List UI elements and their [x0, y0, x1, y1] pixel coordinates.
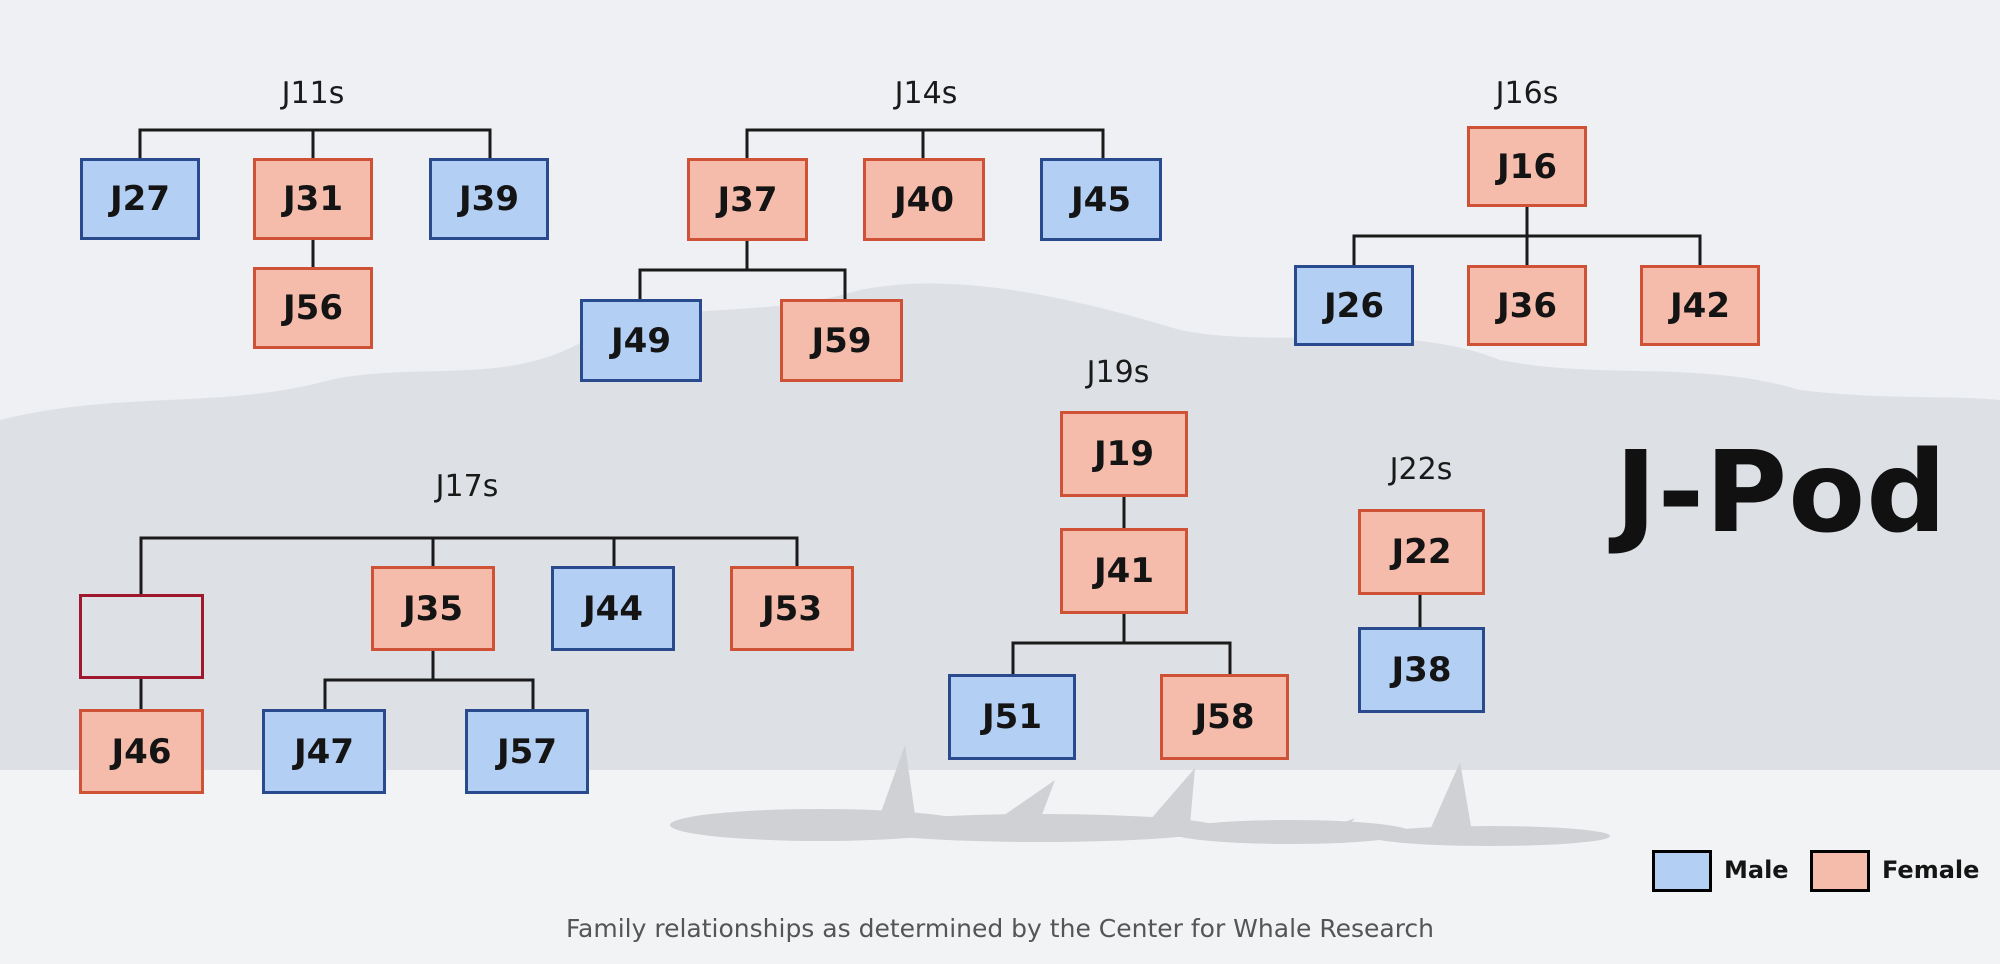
whale-j26: J26: [1294, 265, 1414, 346]
whale-j57: J57: [465, 709, 589, 794]
legend-female-swatch: [1810, 850, 1870, 892]
group-label-j11s: J11s: [281, 76, 345, 111]
whale-j38: J38: [1358, 627, 1485, 713]
whale-j49: J49: [580, 299, 702, 382]
whale-j44: J44: [551, 566, 675, 651]
connector-j16s: [1352, 206, 1702, 266]
whale-j27: J27: [80, 158, 200, 240]
orca-silhouettes-icon: [670, 745, 1610, 846]
whale-j53: J53: [730, 566, 854, 651]
connector-j19s: [1011, 496, 1232, 675]
whale-j46: J46: [79, 709, 204, 794]
whale-j47: J47: [262, 709, 386, 794]
group-label-j22s: J22s: [1389, 452, 1453, 487]
group-label-j19s: J19s: [1086, 355, 1150, 390]
whale-j39: J39: [429, 158, 549, 240]
source-caption: Family relationships as determined by th…: [565, 914, 1435, 943]
whale-j16: J16: [1467, 126, 1587, 207]
whale-j51: J51: [948, 674, 1076, 760]
whale-j35: J35: [371, 566, 495, 651]
whale-j19: J19: [1060, 411, 1188, 497]
connector-j11s: [138, 128, 492, 268]
diagram-title: J-Pod: [1615, 428, 1948, 558]
connector-j14s: [638, 128, 1105, 300]
whale-j37: J37: [687, 158, 808, 241]
group-label-j14s: J14s: [894, 76, 958, 111]
legend-male-swatch: [1652, 850, 1712, 892]
whale-j42: J42: [1640, 265, 1760, 346]
whale-j22: J22: [1358, 509, 1485, 595]
whale-j58: J58: [1160, 674, 1289, 760]
legend-male-label: Male: [1724, 856, 1789, 884]
whale-j40: J40: [863, 158, 985, 241]
whale-unknown: [79, 594, 204, 679]
whale-j59: J59: [780, 299, 903, 382]
whale-j31: J31: [253, 158, 373, 240]
whale-j45: J45: [1040, 158, 1162, 241]
connector-j17s: [139, 536, 799, 710]
group-label-j17s: J17s: [435, 469, 499, 504]
whale-j36: J36: [1467, 265, 1587, 346]
whale-j41: J41: [1060, 528, 1188, 614]
legend-female-label: Female: [1882, 856, 1980, 884]
group-label-j16s: J16s: [1495, 76, 1559, 111]
whale-j56: J56: [253, 267, 373, 349]
